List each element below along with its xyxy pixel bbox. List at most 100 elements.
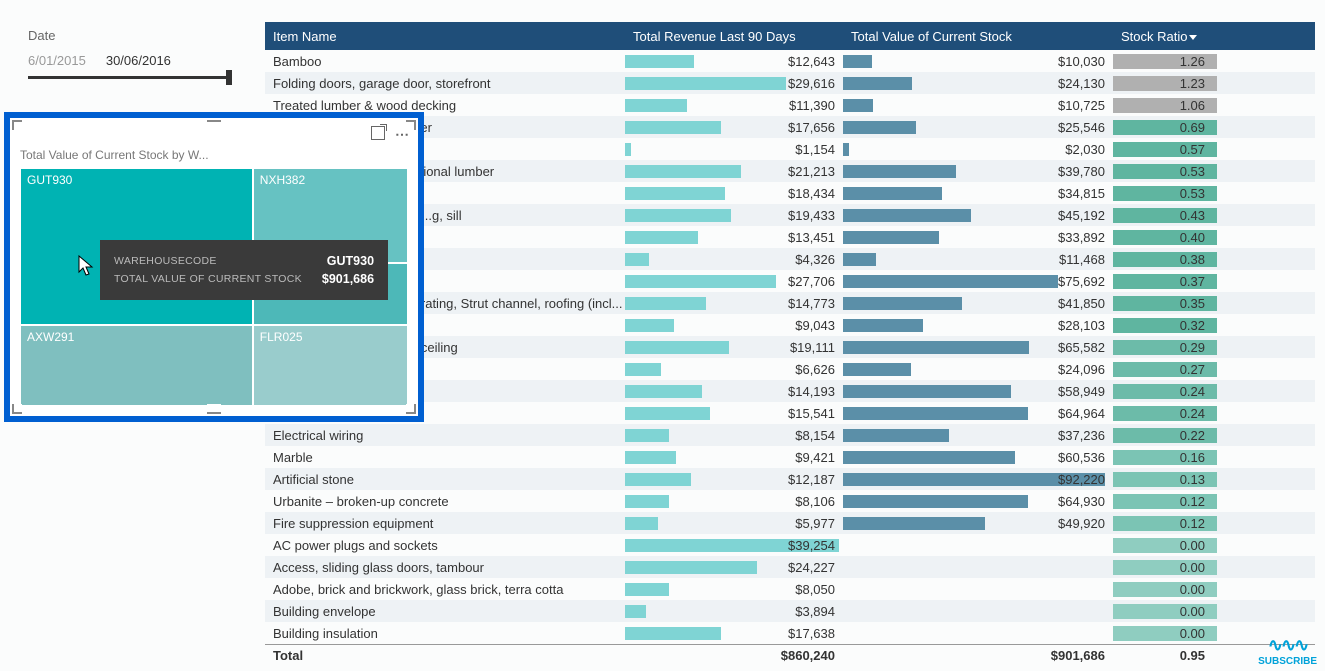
revenue-bar	[625, 627, 721, 640]
table-header: Item Name Total Revenue Last 90 Days Tot…	[265, 22, 1315, 50]
stock-bar	[843, 385, 1011, 398]
cell-ratio: 0.53	[1113, 164, 1217, 179]
date-slicer[interactable]: Date 6/01/2015 30/06/2016	[28, 28, 228, 79]
cell-ratio: 0.53	[1113, 186, 1217, 201]
cell-revenue: $19,433	[788, 208, 835, 223]
cell-revenue: $18,434	[788, 186, 835, 201]
revenue-bar	[625, 385, 702, 398]
focus-mode-icon[interactable]	[371, 126, 385, 140]
revenue-bar	[625, 341, 729, 354]
cell-revenue: $12,187	[788, 472, 835, 487]
cell-revenue: $17,638	[788, 626, 835, 641]
cell-ratio: 0.00	[1113, 604, 1217, 619]
revenue-bar	[625, 275, 776, 288]
table-row[interactable]: Fire suppression equipment$5,977$49,9200…	[265, 512, 1315, 534]
cell-stock: $10,725	[1058, 98, 1105, 113]
table-row[interactable]: Folding doors, garage door, storefront $2…	[265, 72, 1315, 94]
cell-stock: $92,220	[1058, 472, 1105, 487]
resize-handle[interactable]	[207, 120, 221, 130]
revenue-bar	[625, 55, 694, 68]
table-row[interactable]: Adobe, brick and brickwork, glass brick,…	[265, 578, 1315, 600]
resize-handle[interactable]	[12, 120, 22, 130]
cell-stock: $2,030	[1065, 142, 1105, 157]
treemap-node[interactable]: AXW291	[20, 325, 253, 406]
sort-desc-icon	[1189, 35, 1197, 40]
cell-ratio: 0.12	[1113, 494, 1217, 509]
cell-item-name: Folding doors, garage door, storefront	[265, 76, 625, 91]
cell-item-name: Electrical wiring	[265, 428, 625, 443]
table-row[interactable]: Building insulation $17,638 0.00	[265, 622, 1315, 644]
treemap-node[interactable]: FLR025	[253, 325, 408, 406]
cell-ratio: 0.00	[1113, 538, 1217, 553]
cell-item-name: Artificial stone	[265, 472, 625, 487]
total-revenue: $860,240	[781, 648, 835, 663]
cell-stock: $49,920	[1058, 516, 1105, 531]
stock-bar	[843, 319, 923, 332]
cell-ratio: 0.40	[1113, 230, 1217, 245]
cell-stock: $39,780	[1058, 164, 1105, 179]
cell-ratio: 0.00	[1113, 560, 1217, 575]
stock-bar	[843, 231, 939, 244]
cell-revenue: $3,894	[795, 604, 835, 619]
cell-item-name: Access, sliding glass doors, tambour	[265, 560, 625, 575]
col-stock-ratio[interactable]: Stock Ratio	[1113, 29, 1217, 44]
stock-bar	[843, 121, 916, 134]
table-row[interactable]: Artificial stone$12,187$92,2200.13	[265, 468, 1315, 490]
date-slider-track[interactable]	[28, 76, 228, 79]
table-row[interactable]: Bamboo$12,643$10,0301.26	[265, 50, 1315, 72]
cell-revenue: $9,043	[795, 318, 835, 333]
table-row[interactable]: AC power plugs and sockets$39,2540.00	[265, 534, 1315, 556]
table-row[interactable]: Marble$9,421$60,5360.16	[265, 446, 1315, 468]
cell-item-name: Urbanite – broken-up concrete	[265, 494, 625, 509]
subscribe-watermark[interactable]: ∿∿∿ SUBSCRIBE	[1258, 635, 1317, 667]
cell-revenue: $21,213	[788, 164, 835, 179]
cell-revenue: $27,706	[788, 274, 835, 289]
date-slider-thumb[interactable]	[226, 70, 232, 85]
stock-bar	[843, 429, 949, 442]
cell-stock: $34,815	[1058, 186, 1105, 201]
tooltip-value: GUT930	[327, 252, 374, 270]
revenue-bar	[625, 121, 721, 134]
stock-bar	[843, 407, 1028, 420]
revenue-bar	[625, 253, 649, 266]
cell-ratio: 0.00	[1113, 626, 1217, 641]
cell-ratio: 1.06	[1113, 98, 1217, 113]
stock-bar	[843, 495, 1028, 508]
col-revenue[interactable]: Total Revenue Last 90 Days	[625, 29, 843, 44]
stock-bar	[843, 253, 876, 266]
stock-bar	[843, 99, 873, 112]
revenue-bar	[625, 319, 674, 332]
revenue-bar	[625, 297, 706, 310]
stock-bar	[843, 143, 849, 156]
cell-ratio: 0.43	[1113, 208, 1217, 223]
stock-bar	[843, 209, 971, 222]
table-row[interactable]: Building envelope$3,8940.00	[265, 600, 1315, 622]
cell-ratio: 0.24	[1113, 384, 1217, 399]
table-row[interactable]: Access, sliding glass doors, tambour$24,…	[265, 556, 1315, 578]
cell-item-name: Treated lumber & wood decking	[265, 98, 625, 113]
cell-stock: $64,930	[1058, 494, 1105, 509]
revenue-bar	[625, 583, 669, 596]
total-stock: $901,686	[1051, 648, 1105, 663]
col-stock-value[interactable]: Total Value of Current Stock	[843, 29, 1113, 44]
cell-stock: $24,096	[1058, 362, 1105, 377]
table-row[interactable]: Electrical wiring$8,154$37,2360.22	[265, 424, 1315, 446]
tooltip: WAREHOUSECODEGUT930 TOTAL VALUE OF CURRE…	[100, 240, 388, 300]
stock-bar	[843, 55, 872, 68]
total-ratio: 0.95	[1113, 648, 1217, 663]
cell-item-name: Building insulation	[265, 626, 625, 641]
cell-ratio: 0.29	[1113, 340, 1217, 355]
dna-icon: ∿∿∿	[1258, 635, 1317, 656]
more-options-icon[interactable]: ⋯	[395, 126, 410, 143]
revenue-bar	[625, 143, 631, 156]
stock-bar	[843, 275, 1058, 288]
cell-revenue: $14,773	[788, 296, 835, 311]
cell-revenue: $29,616	[788, 76, 835, 91]
cell-revenue: $5,977	[795, 516, 835, 531]
stock-bar	[843, 165, 956, 178]
cell-revenue: $39,254	[788, 538, 835, 553]
cell-ratio: 0.22	[1113, 428, 1217, 443]
cell-revenue: $9,421	[795, 450, 835, 465]
table-row[interactable]: Urbanite – broken-up concrete$8,106$64,9…	[265, 490, 1315, 512]
col-item-name[interactable]: Item Name	[265, 29, 625, 44]
